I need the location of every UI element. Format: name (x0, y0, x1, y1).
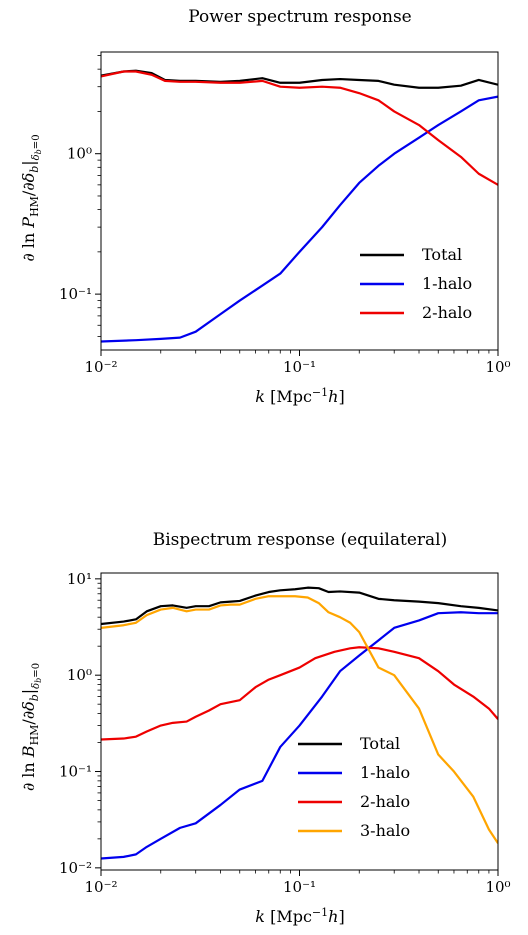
legend-label: Total (360, 734, 400, 753)
legend-label: 2-halo (360, 792, 410, 811)
y-axis-label: ∂ ln BHM/∂δb|δb=0 (19, 663, 43, 791)
legend: Total 1-halo 2-halo (360, 245, 472, 322)
axes-frame (100, 51, 499, 351)
x-axis-label: k [Mpc−1h] (255, 906, 344, 926)
x-tick-label: 10⁻¹ (283, 358, 316, 376)
series-line-total (101, 586, 498, 626)
series-line-total (101, 69, 498, 89)
legend-label: 2-halo (422, 303, 472, 322)
bispectrum-panel: Bispectrum response (equilateral) 10⁻² 10… (19, 530, 511, 926)
y-minor-ticks (97, 55, 101, 337)
y-tick-label: 10⁻¹ (59, 285, 92, 303)
axes-frame (100, 572, 499, 871)
y-minor-ticks (97, 582, 101, 840)
y-tick-label: 10⁻² (59, 859, 92, 877)
legend-label: 3-halo (360, 821, 410, 840)
x-minor-ticks (160, 350, 490, 354)
y-tick-label: 10⁻¹ (59, 763, 92, 781)
chart-title: Bispectrum response (equilateral) (153, 530, 447, 550)
x-tick-label: 10⁰ (485, 878, 510, 896)
x-tick-label: 10⁻¹ (283, 878, 316, 896)
y-tick-label: 10¹ (67, 570, 92, 588)
x-tick-label: 10⁰ (485, 358, 510, 376)
y-tick-label: 10⁰ (67, 666, 92, 684)
y-tick-label: 10⁰ (67, 145, 92, 163)
x-tick-label: 10⁻² (84, 878, 117, 896)
legend-label: 1-halo (360, 763, 410, 782)
x-tick-label: 10⁻² (84, 358, 117, 376)
series-group (101, 586, 498, 860)
legend-label: 1-halo (422, 274, 472, 293)
series-line-3-halo (101, 595, 498, 844)
power-spectrum-panel: Power spectrum response 10⁻² 10⁻¹ 10⁰10⁰10… (19, 7, 511, 406)
chart-title: Power spectrum response (188, 7, 412, 27)
plot-area: 10⁻² 10⁻¹ 10⁰ 10⁰ 10⁻¹ Total 1-halo 2-halo (59, 51, 511, 376)
legend-label: Total (422, 245, 462, 264)
series-line-2-halo (101, 646, 498, 741)
series-line-2-halo (101, 70, 498, 186)
series-group (101, 69, 498, 343)
x-minor-ticks (160, 870, 490, 874)
x-axis-label: k [Mpc−1h] (255, 386, 344, 406)
series-line-1-halo (101, 611, 498, 860)
y-axis-label: ∂ ln PHM/∂δb|δb=0 (19, 134, 43, 261)
plot-area: 10⁻² 10⁻¹ 10⁰ 10¹ 10⁰ 10⁻¹ 10⁻² Total 1-halo 2-ha… (59, 570, 511, 896)
series-line-1-halo (101, 95, 498, 343)
legend: Total 1-halo 2-halo 3-halo (298, 734, 410, 840)
